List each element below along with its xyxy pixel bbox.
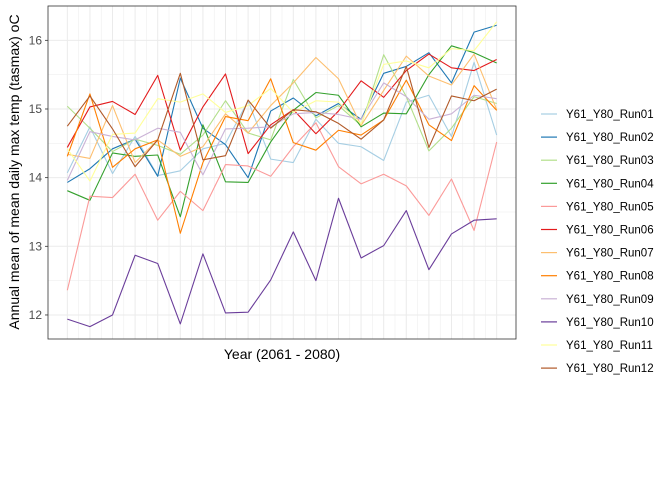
legend-label-y61-y80-run07: Y61_Y80_Run07 bbox=[566, 248, 654, 260]
y-tick-label: 15 bbox=[29, 102, 43, 116]
plot-border bbox=[47, 5, 517, 340]
y-tick-label: 16 bbox=[29, 33, 43, 47]
legend: Y61_Y80_Run01 Y61_Y80_Run02 Y61_Y80_Run03 Y… bbox=[541, 109, 654, 375]
legend-label-y61-y80-run06: Y61_Y80_Run06 bbox=[566, 225, 654, 237]
x-axis-title: Year (2061 - 2080) bbox=[224, 346, 340, 362]
series-line-y61-y80-run06 bbox=[66, 53, 497, 155]
legend-label-y61-y80-run02: Y61_Y80_Run02 bbox=[566, 132, 654, 144]
legend-label-y61-y80-run10: Y61_Y80_Run10 bbox=[566, 317, 654, 329]
legend-label-y61-y80-run12: Y61_Y80_Run12 bbox=[566, 363, 654, 375]
legend-label-y61-y80-run11: Y61_Y80_Run11 bbox=[566, 340, 653, 352]
series-line-y61-y80-run05 bbox=[66, 122, 498, 291]
series-line-y61-y80-run07 bbox=[67, 53, 498, 164]
legend-label-y61-y80-run05: Y61_Y80_Run05 bbox=[566, 201, 654, 213]
y-tick-label: 12 bbox=[29, 308, 43, 322]
y-axis: 12 13 14 15 16 bbox=[29, 33, 48, 322]
y-axis-title: Annual mean of mean daily max temp (tasm… bbox=[6, 14, 22, 329]
series-line-y61-y80-run08 bbox=[66, 78, 498, 234]
legend-label-y61-y80-run03: Y61_Y80_Run03 bbox=[566, 155, 654, 167]
series-line-y61-y80-run12 bbox=[66, 65, 497, 168]
series-line-y61-y80-run11 bbox=[66, 21, 498, 182]
series-line-y61-y80-run04 bbox=[67, 45, 497, 218]
y-tick-label: 14 bbox=[29, 171, 43, 185]
y-tick-label: 13 bbox=[29, 239, 43, 253]
series-line-y61-y80-run02 bbox=[67, 24, 497, 183]
legend-label-y61-y80-run04: Y61_Y80_Run04 bbox=[566, 178, 654, 190]
legend-label-y61-y80-run08: Y61_Y80_Run08 bbox=[566, 271, 654, 283]
series-line-y61-y80-run10 bbox=[67, 197, 497, 328]
series-line-y61-y80-run09 bbox=[66, 82, 497, 181]
series-lines bbox=[66, 21, 498, 328]
legend-label-y61-y80-run09: Y61_Y80_Run09 bbox=[566, 294, 654, 306]
legend-label-y61-y80-run01: Y61_Y80_Run01 bbox=[566, 109, 654, 121]
